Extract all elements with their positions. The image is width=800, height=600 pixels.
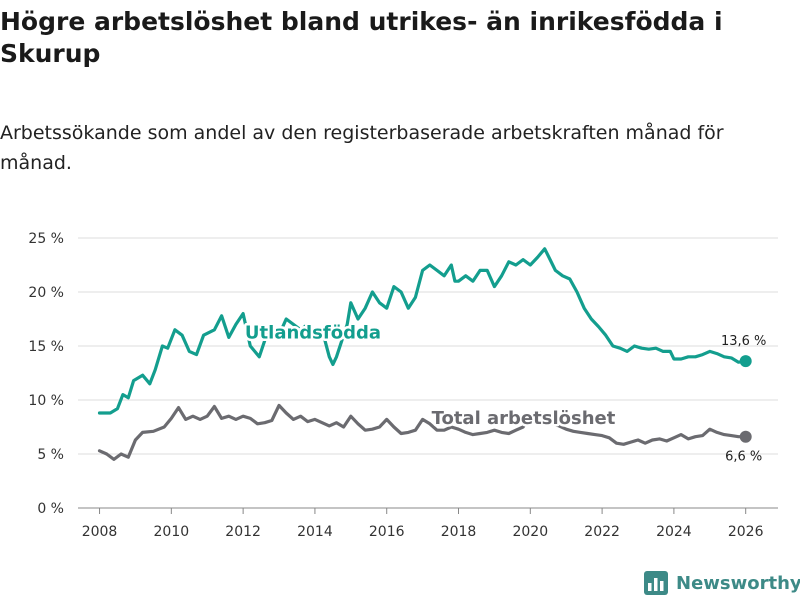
series-lines [97,247,752,461]
x-tick-label: 2008 [82,524,118,540]
x-axis-ticks: 2008 2010 2012 2014 2016 2018 2020 2022 2024 2026 [82,508,764,540]
x-tick-label: 2018 [441,524,477,540]
y-tick-label: 15 % [28,339,64,355]
series-labels: 13,6 % 6,6 % Utlandsfödda Total arbetslöshe… [242,320,766,465]
brand-name: Newsworthy [676,572,800,594]
series-line-utlandsfodda [97,247,748,415]
brand-logo: Newsworthy [644,568,800,598]
y-tick-label: 25 % [28,231,64,247]
x-tick-label: 2012 [225,524,261,540]
series-end-point [739,430,752,443]
x-tick-label: 2014 [297,524,333,540]
series-end-point [739,355,752,368]
y-tick-label: 0 % [37,501,64,517]
y-axis-ticks: 0 % 5 % 10 % 15 % 20 % 25 % [28,231,64,517]
x-tick-label: 2026 [728,524,764,540]
y-tick-label: 10 % [28,393,64,409]
x-tick-label: 2016 [369,524,405,540]
grid-lines [78,237,778,509]
x-tick-label: 2020 [512,524,548,540]
series-name-label: Utlandsfödda [245,322,381,343]
series-line-total [97,403,748,461]
y-tick-label: 5 % [37,447,64,463]
series-end-label: 13,6 % [721,334,766,349]
series-end-label: 6,6 % [725,450,762,465]
chart-subtitle: Arbetssökande som andel av den registerb… [0,122,724,174]
y-tick-label: 20 % [28,285,64,301]
series-name-label: Total arbetslöshet [432,408,616,429]
x-tick-label: 2010 [154,524,190,540]
x-tick-label: 2024 [656,524,692,540]
chart-title: Högre arbetslöshet bland utrikes- än inr… [0,7,723,68]
bar-chart-logo-icon [644,571,668,595]
x-tick-label: 2022 [584,524,620,540]
